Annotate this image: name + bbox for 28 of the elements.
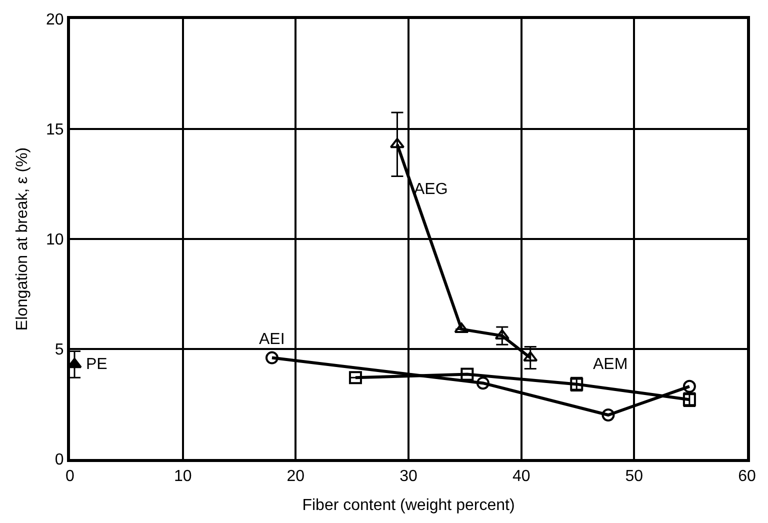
point <box>476 376 490 390</box>
x-tick-label: 10 <box>174 468 192 486</box>
y-tick-label: 20 <box>46 12 64 29</box>
series-label: AEG <box>414 181 448 198</box>
point <box>460 368 474 381</box>
x-tick-label: 40 <box>512 468 530 486</box>
y-axis-title: Elongation at break, ε (%) <box>14 147 31 331</box>
x-tick-label: 20 <box>286 468 305 486</box>
y-tick-label: 5 <box>54 342 64 359</box>
x-tick-label: 0 <box>66 468 75 486</box>
point <box>348 371 362 384</box>
y-tick-label: 15 <box>46 122 64 139</box>
point <box>454 322 469 333</box>
series-label: AEI <box>259 331 285 348</box>
x-tick-label: 50 <box>625 468 644 486</box>
point <box>265 351 278 364</box>
x-tick-label: 60 <box>738 468 756 486</box>
y-tick-label: 10 <box>46 232 64 249</box>
point <box>494 329 510 340</box>
series-label: PE <box>86 356 108 373</box>
y-tick-label: 0 <box>54 452 64 469</box>
x-tick-label: 30 <box>400 468 418 486</box>
point <box>523 351 538 362</box>
x-axis-title: Fiber content (weight percent) <box>302 496 515 514</box>
point <box>682 380 696 393</box>
point <box>602 408 615 422</box>
point <box>390 138 405 148</box>
series-label: AEM <box>593 356 628 373</box>
